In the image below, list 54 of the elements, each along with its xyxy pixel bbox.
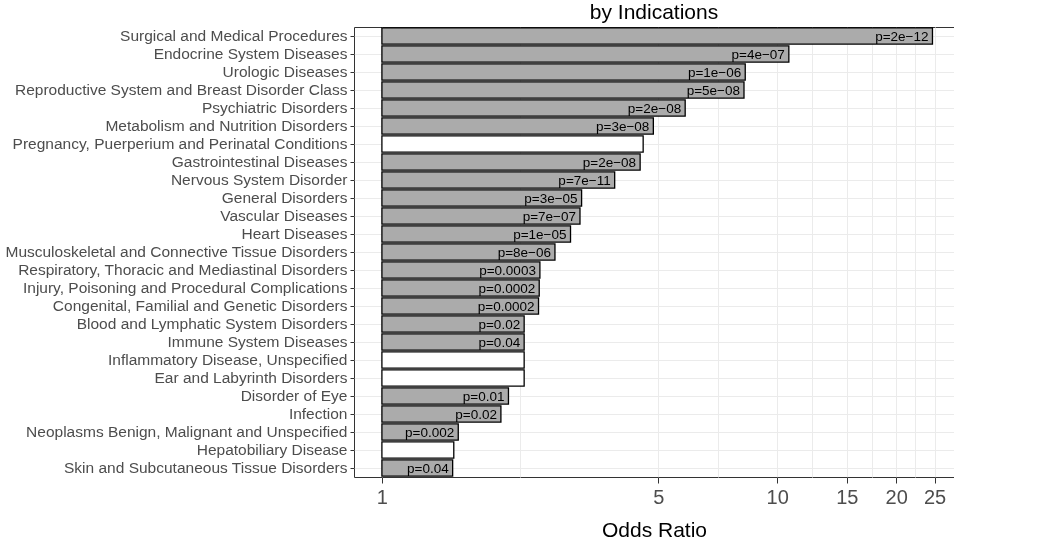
y-tick-label: Inflammatory Disease, Unspecified	[108, 351, 348, 368]
annotation: p=0.0003	[479, 263, 536, 278]
x-tick-label: 1	[376, 485, 388, 508]
y-tick-label: Hepatobiliary Disease	[196, 441, 348, 458]
annotation: p=0.04	[406, 461, 450, 476]
annotation: p=2e−08	[627, 101, 682, 116]
annotation: p=3e−05	[524, 191, 578, 206]
y-tick-label: Psychiatric Disorders	[201, 99, 348, 116]
annotation: p=2e−12	[875, 29, 929, 44]
x-tick-label: 10	[766, 485, 789, 508]
chart-title: by Indications	[589, 0, 719, 23]
y-tick-label: Neoplasms Benign, Malignant and Unspecified	[26, 423, 348, 440]
annotation: p=3e−08	[596, 119, 650, 134]
y-tick-label: Pregnancy, Puerperium and Perinatal Conditions	[12, 135, 348, 152]
annotation: p=1e−05	[513, 227, 567, 242]
annotation: p=0.002	[405, 425, 455, 440]
y-tick-label: Respiratory, Thoracic and Mediastinal Disorders	[18, 261, 348, 278]
y-tick-label: General Disorders	[221, 189, 348, 206]
x-axis-title: Odds Ratio	[601, 517, 708, 541]
y-tick-label: Urologic Diseases	[222, 63, 348, 80]
y-tick-label: Gastrointestinal Diseases	[171, 153, 348, 170]
y-tick-label: Metabolism and Nutrition Disorders	[105, 117, 348, 134]
y-tick-label: Infection	[288, 405, 348, 422]
y-tick-label: Endocrine System Diseases	[153, 45, 348, 62]
annotation: p=1e−06	[687, 65, 742, 80]
x-tick-label: 5	[653, 485, 665, 508]
y-tick-label: Surgical and Medical Procedures	[120, 27, 348, 44]
x-tick-label: 15	[836, 485, 859, 508]
x-tick-label: 20	[885, 485, 908, 508]
annotation: p=0.01	[462, 389, 505, 404]
annotation: p=0.0002	[478, 281, 536, 296]
y-tick-label: Heart Diseases	[241, 225, 348, 242]
y-tick-label: Musculoskeletal and Connective Tissue Disorders	[5, 243, 348, 260]
x-tick-label: 25	[923, 485, 947, 508]
annotation: p=0.02	[455, 407, 497, 422]
annotation: p=0.0002	[477, 299, 535, 314]
y-tick-label: Nervous System Disorder	[170, 171, 348, 188]
y-tick-label: Injury, Poisoning and Procedural Complications	[22, 279, 348, 296]
y-tick-label: Skin and Subcutaneous Tissue Disorders	[64, 459, 348, 476]
annotation: p=2e−08	[582, 155, 637, 170]
annotation: p=4e−07	[731, 47, 785, 62]
annotation: p=8e−06	[497, 245, 551, 260]
y-tick-label: Vascular Diseases	[220, 207, 348, 224]
y-tick-label: Disorder of Eye	[240, 387, 348, 404]
y-tick-label: Blood and Lymphatic System Disorders	[76, 315, 348, 332]
annotation: p=7e−11	[558, 173, 611, 188]
annotation: p=7e−07	[522, 209, 576, 224]
y-tick-label: Reproductive System and Breast Disorder Class	[14, 81, 348, 98]
y-tick-label: Ear and Labyrinth Disorders	[154, 369, 348, 386]
annotation: p=0.04	[478, 335, 521, 350]
y-tick-label: Congenital, Familial and Genetic Disorders	[52, 297, 348, 314]
annotation: p=0.02	[478, 317, 521, 332]
annotation: p=5e−08	[686, 83, 740, 98]
y-tick-label: Immune System Diseases	[167, 333, 348, 350]
